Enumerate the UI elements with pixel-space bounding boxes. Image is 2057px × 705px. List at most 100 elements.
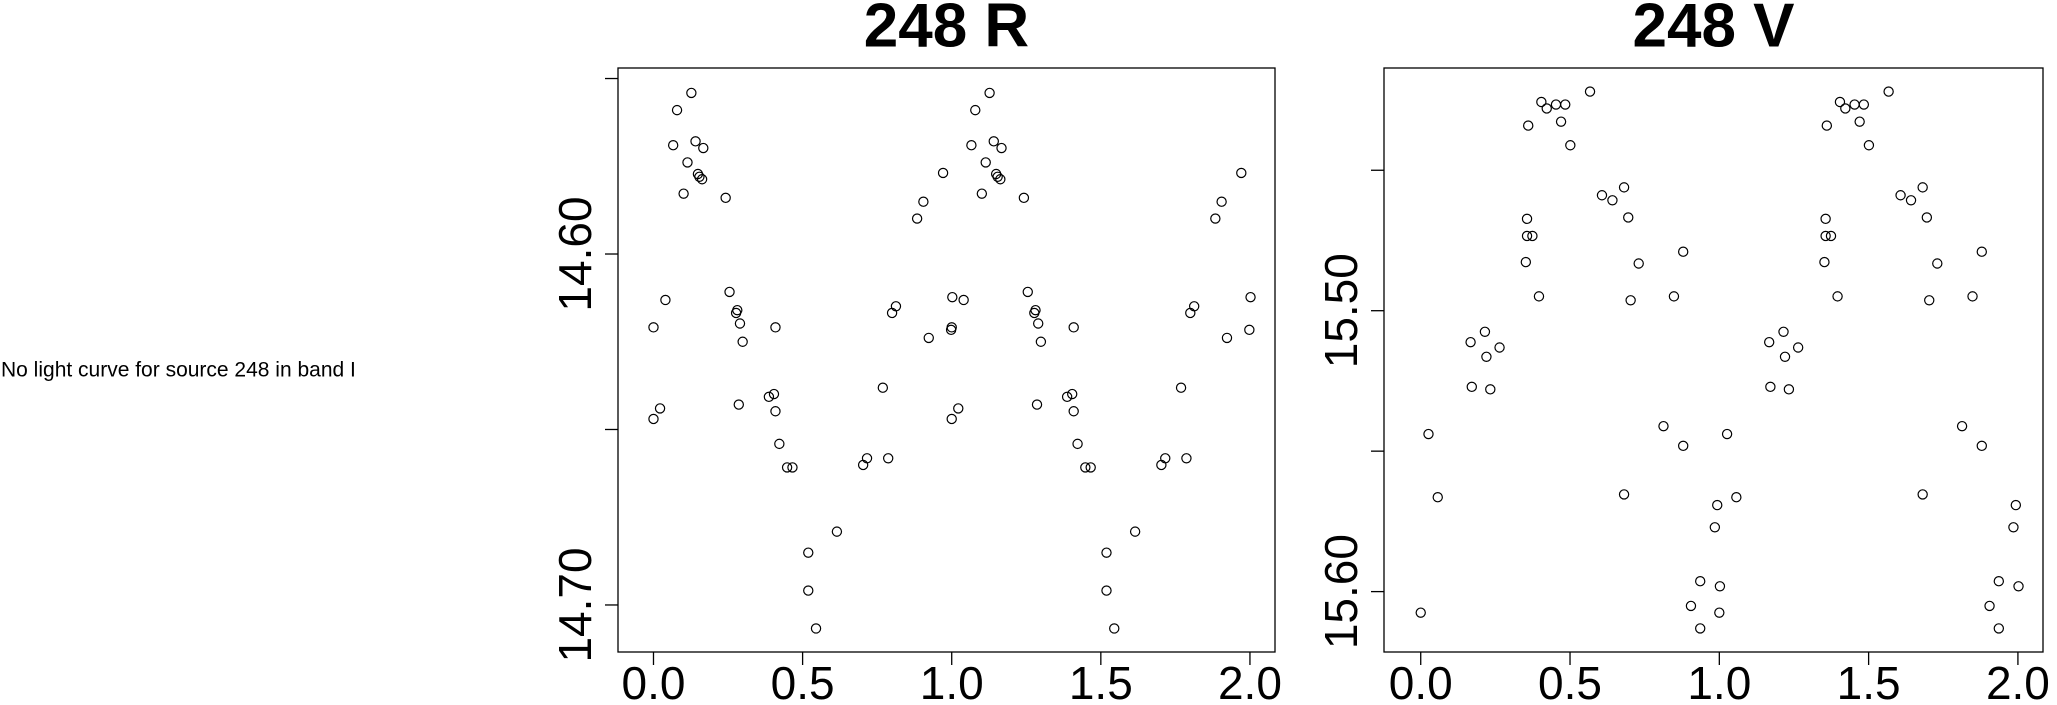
data-point <box>1080 462 1091 473</box>
data-point <box>763 391 775 403</box>
data-point <box>1714 581 1726 592</box>
data-point <box>1883 86 1894 97</box>
data-point <box>1820 230 1831 242</box>
data-point <box>1685 600 1697 612</box>
data-point <box>810 623 822 634</box>
data-point <box>1834 96 1846 108</box>
data-point <box>678 188 689 199</box>
data-point <box>953 403 964 414</box>
data-point <box>770 406 781 417</box>
data-point <box>1536 96 1547 108</box>
data-point <box>946 413 957 425</box>
data-point <box>1721 428 1733 440</box>
data-point <box>733 399 744 410</box>
data-point <box>1677 440 1689 452</box>
data-point <box>671 104 683 116</box>
data-point <box>781 462 793 473</box>
data-point <box>1181 453 1192 464</box>
data-point <box>1550 99 1562 110</box>
data-point <box>1618 489 1630 500</box>
data-point <box>774 438 785 450</box>
data-point <box>988 136 999 147</box>
data-point <box>984 87 995 99</box>
data-point <box>861 453 873 464</box>
data-point <box>1541 103 1552 114</box>
data-point <box>1709 522 1721 533</box>
data-point <box>1068 406 1079 417</box>
data-point <box>1485 384 1496 395</box>
data-point <box>1415 607 1426 618</box>
data-point <box>1779 351 1791 362</box>
data-point <box>882 453 894 464</box>
data-point <box>1932 258 1943 269</box>
data-point <box>966 140 977 151</box>
x-tick-label: 0.0 <box>1389 657 1453 705</box>
data-point <box>1905 195 1917 206</box>
data-point <box>1967 291 1978 302</box>
data-point <box>1778 326 1789 337</box>
x-tick-label: 1.0 <box>1687 657 1751 705</box>
data-point <box>1921 212 1933 223</box>
data-point <box>1432 492 1443 503</box>
data-point <box>1527 230 1538 242</box>
data-point <box>947 291 958 303</box>
data-point <box>980 157 991 168</box>
data-point <box>1714 607 1725 618</box>
data-point <box>2008 522 2019 533</box>
data-point <box>1819 256 1830 268</box>
data-point <box>1565 140 1576 151</box>
data-point <box>1677 246 1689 257</box>
data-point <box>1584 86 1596 97</box>
chart-title: 248 V <box>1632 0 1794 60</box>
data-point <box>1423 428 1434 440</box>
data-point <box>724 286 735 298</box>
data-point <box>1160 453 1171 464</box>
y-tick-label: 15.50 <box>1315 253 1367 368</box>
data-point <box>803 547 814 558</box>
data-point <box>1018 192 1030 204</box>
data-point <box>1993 623 2005 634</box>
data-point <box>1035 336 1047 347</box>
data-point <box>1695 623 1706 634</box>
y-tick-label: 14.70 <box>549 547 601 662</box>
x-tick-label: 0.0 <box>622 657 686 705</box>
data-point <box>1560 99 1571 110</box>
data-point <box>918 196 929 207</box>
data-point <box>923 332 934 344</box>
data-point <box>877 382 889 393</box>
data-point <box>1832 291 1843 302</box>
data-point <box>1858 99 1870 110</box>
data-point <box>1022 286 1033 298</box>
data-point <box>768 388 780 400</box>
x-tick-label: 2.0 <box>1986 657 2050 705</box>
data-point <box>1783 384 1795 395</box>
data-point <box>1607 195 1618 206</box>
data-point <box>660 294 671 306</box>
data-point <box>1623 212 1634 223</box>
data-point <box>1465 336 1476 348</box>
data-point <box>1976 440 1987 452</box>
data-point <box>803 585 814 596</box>
data-point <box>1033 318 1044 329</box>
data-point <box>1625 295 1636 306</box>
data-point <box>946 322 957 333</box>
data-point <box>1712 499 1723 511</box>
data-point <box>734 318 746 329</box>
data-point <box>1849 99 1860 110</box>
data-point <box>1993 576 2005 587</box>
data-point <box>1210 213 1221 224</box>
data-point <box>1101 547 1112 558</box>
data-point <box>654 403 666 414</box>
data-point <box>1072 438 1083 450</box>
data-point <box>1061 391 1073 403</box>
data-point <box>686 87 697 99</box>
data-point <box>1067 388 1078 400</box>
data-point <box>1917 489 1928 500</box>
data-point <box>1244 324 1255 336</box>
data-point <box>976 188 988 199</box>
data-point <box>831 526 843 537</box>
x-tick-label: 1.5 <box>1837 657 1901 705</box>
data-point <box>787 462 798 473</box>
data-point <box>1245 291 1256 303</box>
data-point <box>648 413 659 425</box>
